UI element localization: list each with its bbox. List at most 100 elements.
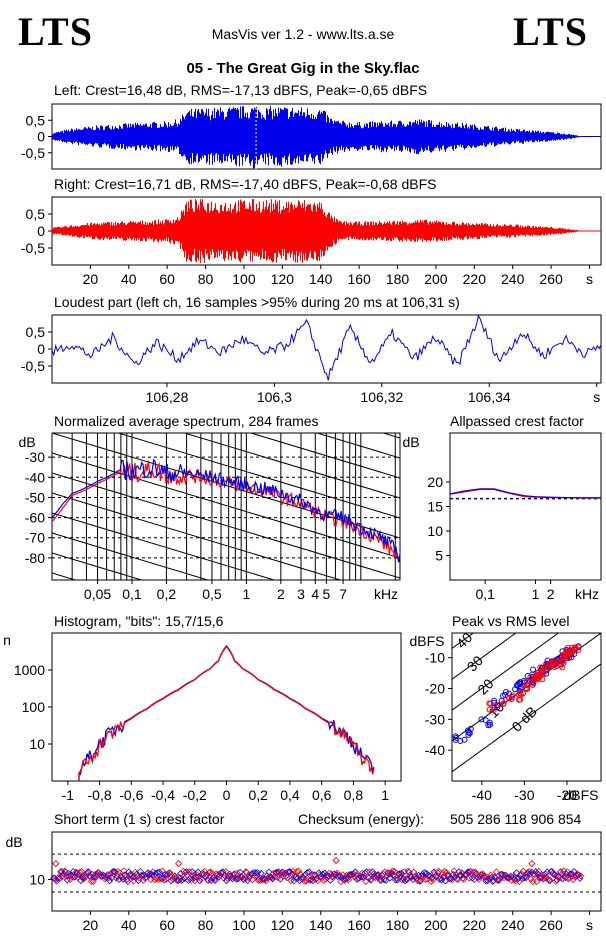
- spectrum-frame: [51, 432, 401, 581]
- peak-rms-ytick-label: -20: [425, 681, 445, 697]
- spectrum-slope-line: [315, 433, 400, 459]
- peak-rms-left-point: [452, 736, 459, 743]
- peak-rms-left-point: [482, 717, 489, 724]
- histogram-frame: [51, 632, 402, 782]
- crest-st-left-point: [420, 869, 428, 877]
- crest-st-right-point: [550, 871, 558, 879]
- crest-st-left-point: [553, 876, 561, 884]
- left-waveform-ytick-label: -0,5: [21, 145, 45, 161]
- crest-st-left-point: [511, 875, 519, 883]
- spectrum-slope-line: [52, 472, 400, 579]
- crest-st-right-point: [89, 877, 97, 885]
- crest-st-left-point: [524, 869, 532, 878]
- crest-st-left-point: [56, 874, 64, 883]
- spectrum-ytick-label: -40: [25, 469, 45, 485]
- crest-st-left-point: [84, 868, 93, 876]
- peak-rms-right-point: [517, 690, 524, 697]
- allpass-ytick-label: 15: [427, 499, 443, 515]
- crest-st-right-point: [320, 876, 328, 885]
- spectrum-ytick-label: -30: [25, 449, 45, 465]
- crest-st-right-point: [439, 869, 447, 877]
- histogram-left-trace: [78, 644, 375, 781]
- crest-st-left-point: [238, 873, 246, 881]
- crest-st-right-point: [179, 867, 188, 875]
- crest-st-left-point: [507, 872, 515, 880]
- crest-st-outlier: [528, 859, 536, 868]
- crest-st-right-point: [494, 876, 502, 884]
- crest-st-right-point: [80, 875, 88, 883]
- histogram-xtick-label: 0,2: [248, 787, 268, 803]
- peak-rms-xtick-label: -40: [472, 787, 492, 803]
- crest-st-right-point: [283, 874, 291, 882]
- left-waveform-ytick-label: 0,5: [26, 112, 46, 128]
- crest-st-left-point: [196, 877, 204, 885]
- crest-st-right-point: [341, 876, 349, 885]
- right-waveform-xtick-label: 260: [539, 271, 563, 287]
- peak-rms-right-point: [486, 706, 493, 713]
- crest-st-right-point: [197, 874, 205, 883]
- crest-st-right-point: [575, 871, 583, 879]
- peak-rms-left-point: [465, 729, 472, 736]
- peak-rms-right-point: [490, 707, 497, 714]
- peak-rms-right-point: [572, 644, 579, 651]
- crest-st-xtick-label: 240: [501, 917, 525, 933]
- crest-st-right-point: [135, 874, 143, 882]
- peak-rms-title: Peak vs RMS level: [452, 613, 570, 629]
- peak-rms-right-point: [569, 644, 576, 651]
- histogram-title: Histogram, "bits": 15,7/15,6: [54, 613, 224, 629]
- crest-st-left-point: [380, 875, 388, 884]
- crest-st-right-point: [87, 877, 95, 886]
- crest-st-left-point: [107, 874, 116, 882]
- spectrum-slope-line: [52, 273, 400, 378]
- peak-rms-right-point: [550, 658, 557, 665]
- peak-rms-frame: [451, 632, 602, 782]
- crest-st-left-point: [303, 869, 311, 877]
- crest-st-left-point: [315, 869, 323, 877]
- crest-st-left-point: [202, 873, 210, 881]
- crest-st-xtick-label: 20: [83, 917, 99, 933]
- crest-st-right-point: [527, 875, 535, 883]
- crest-st-left-point: [576, 874, 584, 882]
- right-waveform-xtick-label: 40: [121, 271, 137, 287]
- spectrum-slope-line: [52, 452, 400, 559]
- crest-st-right-point: [421, 875, 429, 883]
- crest-st-xtick-label: 160: [347, 917, 371, 933]
- loudest-ytick-label: -0,5: [21, 358, 45, 374]
- peak-rms-xtick-label: -30: [514, 787, 534, 803]
- right-waveform-xtick-label: 20: [83, 271, 99, 287]
- loudest-xtick-label: 106,32: [360, 389, 403, 405]
- crest-st-left-point: [345, 871, 354, 879]
- crest-st-right-point: [492, 868, 500, 876]
- crest-st-left-point: [418, 870, 427, 878]
- crest-st-left-point: [106, 877, 114, 885]
- crest-st-right-point: [414, 877, 422, 885]
- right-waveform-ytick-label: 0,5: [26, 206, 46, 222]
- spectrum-grid: [52, 433, 400, 580]
- crest-st-xtick-label: 40: [121, 917, 137, 933]
- crest-st-right-point: [166, 869, 174, 877]
- peak-rms-left-point: [502, 692, 509, 699]
- allpass-xtick-label: 2: [547, 586, 555, 602]
- crest-st-right-point: [76, 868, 84, 876]
- crest-st-right-point: [91, 870, 99, 879]
- peak-rms-diagonal: [452, 663, 601, 773]
- crest-st-right-point: [412, 872, 420, 880]
- crest-st-left-point: [541, 870, 549, 878]
- peak-rms-right-point: [506, 695, 513, 702]
- peak-rms-left-point: [502, 688, 509, 695]
- histogram-xtick-label: -0,4: [151, 787, 175, 803]
- peak-rms-right-point: [487, 700, 494, 707]
- crest-st-right-point: [427, 877, 435, 885]
- peak-rms-diagonal: [452, 633, 560, 711]
- peak-rms-right-point: [524, 682, 531, 689]
- histogram-xtick-label: -1: [62, 787, 75, 803]
- crest-st-right-point: [385, 870, 393, 878]
- crest-st-left-point: [123, 876, 131, 884]
- allpass-ylabel: dB: [402, 434, 419, 450]
- spectrum-xtick-label: 3: [297, 586, 305, 602]
- crest-st-left-point: [516, 872, 524, 880]
- crest-st-right-point: [389, 867, 397, 875]
- histogram-xtick-label: -0,8: [88, 787, 112, 803]
- crest-st-right-point: [275, 869, 284, 877]
- allpass-ytick-label: 5: [435, 548, 443, 564]
